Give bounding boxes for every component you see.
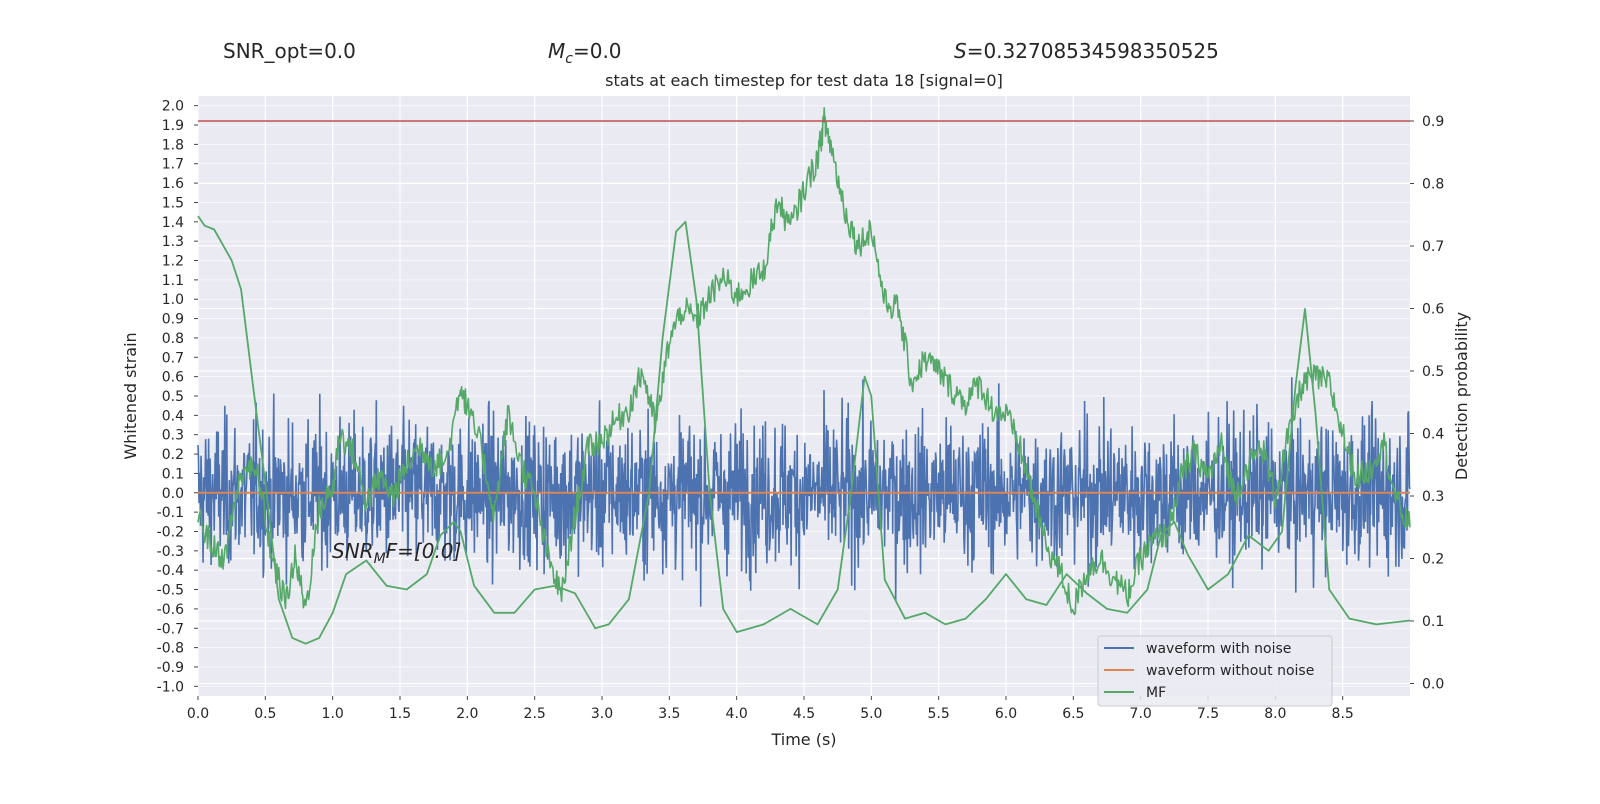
- x-axis-ticks: 0.0 0.5 1.0 1.5 2.0 2.5 3.0 3.5 4.0 4.5 5.0 5.5 6.0 6…: [187, 696, 1354, 722]
- left-tick-label: -0.1: [157, 505, 184, 521]
- left-tick-label: 2.0: [162, 99, 184, 115]
- left-tick-label: 0.0: [162, 486, 184, 502]
- left-tick-label: 1.9: [162, 118, 184, 134]
- right-tick-label: 0.8: [1422, 177, 1444, 193]
- x-tick-label: 4.0: [726, 706, 748, 722]
- right-tick-label: 0.5: [1422, 364, 1444, 380]
- left-axis-ticks: -1.0 -0.9 -0.8 -0.7 -0.6 -0.5 -0.4 -0.3 -0.2 -0.1…: [157, 99, 198, 695]
- right-axis-ticks: 0.0 0.1 0.2 0.3 0.4 0.5 0.6 0.7 0.8 0.9: [1410, 114, 1444, 693]
- right-tick-label: 0.4: [1422, 427, 1444, 443]
- left-tick-label: 0.6: [162, 370, 184, 386]
- legend: waveform with noise waveform without noi…: [1097, 635, 1333, 707]
- legend-box: [1097, 635, 1333, 707]
- right-tick-label: 0.7: [1422, 239, 1444, 255]
- x-tick-label: 0.5: [254, 706, 276, 722]
- x-tick-label: 4.5: [793, 706, 815, 722]
- detection-probability-line: [197, 107, 1411, 616]
- right-tick-label: 0.9: [1422, 114, 1444, 130]
- left-tick-label: 1.7: [162, 157, 184, 173]
- left-tick-label: 0.2: [162, 447, 184, 463]
- x-tick-label: 2.0: [456, 706, 478, 722]
- left-tick-label: 1.6: [162, 176, 184, 192]
- x-tick-label: 3.0: [591, 706, 613, 722]
- snr-mf-annotation: SNRMF=[0.0]: [332, 539, 461, 567]
- legend-label-waveform-without-noise: waveform without noise: [1146, 663, 1314, 679]
- x-tick-label: 5.0: [860, 706, 882, 722]
- left-tick-label: -0.3: [157, 544, 184, 560]
- x-tick-label: 2.5: [524, 706, 546, 722]
- x-tick-label: 3.5: [658, 706, 680, 722]
- right-tick-label: 0.1: [1422, 614, 1444, 630]
- x-tick-label: 0.0: [187, 706, 209, 722]
- x-tick-label: 7.0: [1130, 706, 1152, 722]
- right-tick-label: 0.2: [1422, 552, 1444, 568]
- left-tick-label: 1.5: [162, 195, 184, 211]
- left-tick-label: -0.7: [157, 621, 184, 637]
- right-tick-label: 0.0: [1422, 677, 1444, 693]
- left-tick-label: 0.5: [162, 389, 184, 405]
- right-tick-label: 0.6: [1422, 302, 1444, 318]
- left-tick-label: 0.4: [162, 408, 184, 424]
- left-tick-label: -0.6: [157, 602, 184, 618]
- left-tick-label: -0.5: [157, 583, 184, 599]
- x-tick-label: 1.5: [389, 706, 411, 722]
- x-tick-label: 8.5: [1332, 706, 1354, 722]
- left-tick-label: 0.8: [162, 331, 184, 347]
- chirp-mass-label: Mc=0.0: [548, 39, 622, 67]
- left-tick-label: 1.2: [162, 254, 184, 270]
- x-tick-label: 6.5: [1062, 706, 1084, 722]
- x-tick-label: 1.0: [322, 706, 344, 722]
- left-tick-label: -1.0: [157, 679, 184, 695]
- x-tick-label: 5.5: [928, 706, 950, 722]
- left-axis-label: Whitened strain: [121, 332, 140, 459]
- left-tick-label: 1.3: [162, 234, 184, 250]
- left-tick-label: 1.1: [162, 273, 184, 289]
- snr-opt-label: SNR_opt=0.0: [223, 39, 356, 63]
- x-tick-label: 7.5: [1197, 706, 1219, 722]
- left-tick-label: 0.1: [162, 466, 184, 482]
- right-tick-label: 0.3: [1422, 489, 1444, 505]
- mf-line: [197, 215, 1411, 645]
- statistic-label: S=0.32708534598350525: [954, 39, 1219, 63]
- left-tick-label: -0.2: [157, 524, 184, 540]
- series-layer: [197, 107, 1411, 645]
- left-tick-label: 1.4: [162, 215, 184, 231]
- left-tick-label: 0.3: [162, 428, 184, 444]
- legend-label-waveform-with-noise: waveform with noise: [1146, 641, 1291, 657]
- left-tick-label: -0.8: [157, 641, 184, 657]
- chart-title: stats at each timestep for test data 18 …: [605, 71, 1003, 90]
- legend-label-mf: MF: [1146, 685, 1166, 701]
- right-axis-label: Detection probability: [1452, 312, 1471, 480]
- x-axis-label: Time (s): [770, 730, 836, 749]
- left-tick-label: 0.7: [162, 350, 184, 366]
- left-tick-label: 0.9: [162, 312, 184, 328]
- left-tick-label: 1.8: [162, 137, 184, 153]
- left-tick-label: -0.9: [157, 660, 184, 676]
- left-tick-label: 1.0: [162, 292, 184, 308]
- x-tick-label: 6.0: [995, 706, 1017, 722]
- left-tick-label: -0.4: [157, 563, 184, 579]
- x-tick-label: 8.0: [1264, 706, 1286, 722]
